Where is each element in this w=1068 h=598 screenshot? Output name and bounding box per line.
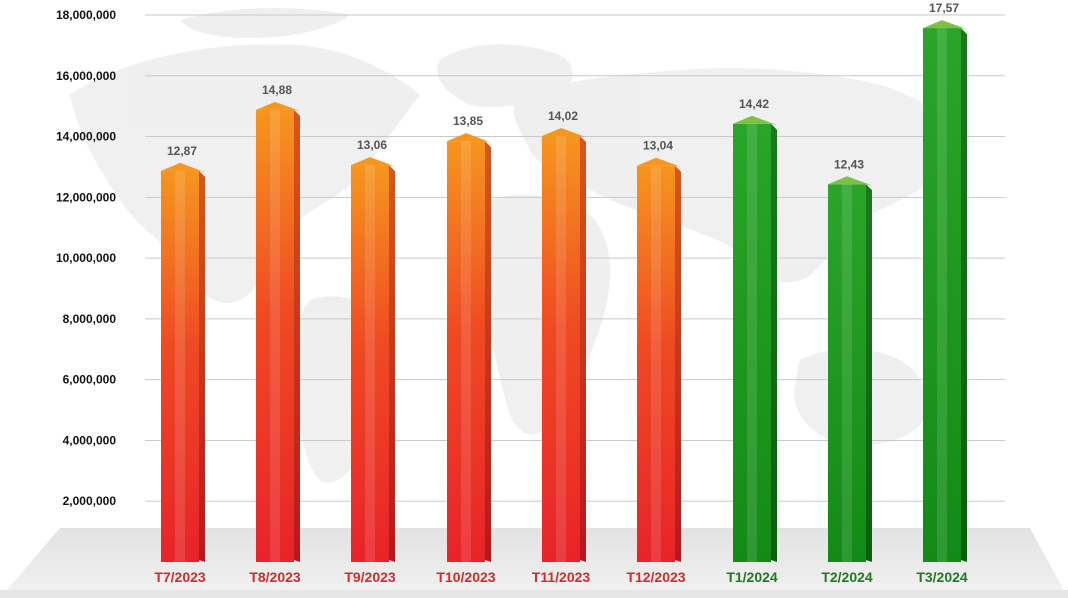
bar-top [542, 127, 586, 138]
bar-ridge [842, 184, 852, 562]
x-tick-label: T12/2023 [626, 569, 685, 585]
bar-front [923, 28, 961, 563]
bar-ridge [461, 141, 471, 562]
floor-platform [0, 528, 1068, 598]
x-tick-label: T7/2023 [154, 569, 206, 585]
bar [351, 157, 395, 563]
x-tick-label: T1/2024 [726, 569, 778, 585]
bar-top [447, 133, 491, 143]
value-label: 12,87 [167, 144, 197, 158]
bar-ridge [937, 28, 947, 563]
value-label: 17,57 [929, 1, 959, 15]
bar-side [580, 135, 586, 562]
bar-ridge [270, 109, 280, 563]
bar [828, 176, 872, 562]
bar-front [351, 165, 389, 563]
bar-ridge [651, 165, 661, 562]
bar-top [351, 157, 395, 167]
bar-top [161, 162, 205, 173]
value-label: 14,02 [548, 109, 578, 123]
x-tick-label: T11/2023 [532, 569, 591, 585]
bar-top [256, 101, 300, 112]
y-tick-label: 6,000,000 [63, 373, 117, 387]
value-label: 14,42 [739, 97, 769, 111]
bar [542, 127, 586, 562]
bar [923, 20, 967, 563]
bar-ridge [556, 135, 566, 562]
bar-front [447, 141, 485, 562]
bar-side [294, 109, 300, 563]
bars-group [161, 20, 967, 563]
x-tick-label: T10/2023 [436, 569, 495, 585]
value-label: 13,04 [643, 139, 673, 153]
bar-front [161, 170, 199, 562]
bar-ridge [365, 165, 375, 563]
value-labels-group: 12,87 14,88 13,06 13,85 14,02 13,04 14,42 12,43… [167, 1, 959, 171]
bar [733, 115, 777, 562]
bar-top [637, 157, 681, 167]
bar-side [961, 28, 967, 563]
x-tick-label: T2/2024 [821, 569, 873, 585]
bar-ridge [747, 123, 757, 562]
y-tick-label: 8,000,000 [63, 312, 117, 326]
bar-ridge [175, 170, 185, 562]
bar-side [485, 141, 491, 562]
bar-side [866, 184, 872, 562]
bar-top [733, 115, 777, 125]
value-label: 14,88 [262, 83, 292, 97]
y-tick-label: 16,000,000 [56, 69, 116, 83]
value-label: 13,85 [453, 114, 483, 128]
y-axis-ticks: 2,000,000 4,000,000 6,000,000 8,000,000 10,0… [56, 8, 116, 508]
x-axis-labels: T7/2023 T8/2023 T9/2023 T10/2023 T11/2023 T12… [154, 569, 968, 585]
y-tick-label: 2,000,000 [63, 494, 117, 508]
bar-front [256, 109, 294, 563]
y-tick-label: 18,000,000 [56, 8, 116, 22]
bar-side [675, 165, 681, 562]
value-label: 12,43 [834, 157, 864, 171]
bar-side [199, 170, 205, 562]
bar-front [828, 184, 866, 562]
bar [447, 133, 491, 562]
value-label: 13,06 [357, 138, 387, 152]
x-tick-label: T8/2023 [249, 569, 301, 585]
bar [637, 157, 681, 562]
x-tick-label: T3/2024 [916, 569, 968, 585]
bar-front [542, 135, 580, 562]
bar-top [828, 176, 872, 186]
y-tick-label: 12,000,000 [56, 190, 116, 204]
y-tick-label: 10,000,000 [56, 251, 116, 265]
bar [161, 162, 205, 562]
y-tick-label: 14,000,000 [56, 130, 116, 144]
bar-side [771, 123, 777, 562]
x-tick-label: T9/2023 [344, 569, 396, 585]
bar-side [389, 165, 395, 563]
bar-front [637, 165, 675, 562]
bar-top [923, 20, 967, 30]
y-tick-label: 4,000,000 [63, 433, 117, 447]
bar [256, 101, 300, 563]
bar-front [733, 123, 771, 562]
